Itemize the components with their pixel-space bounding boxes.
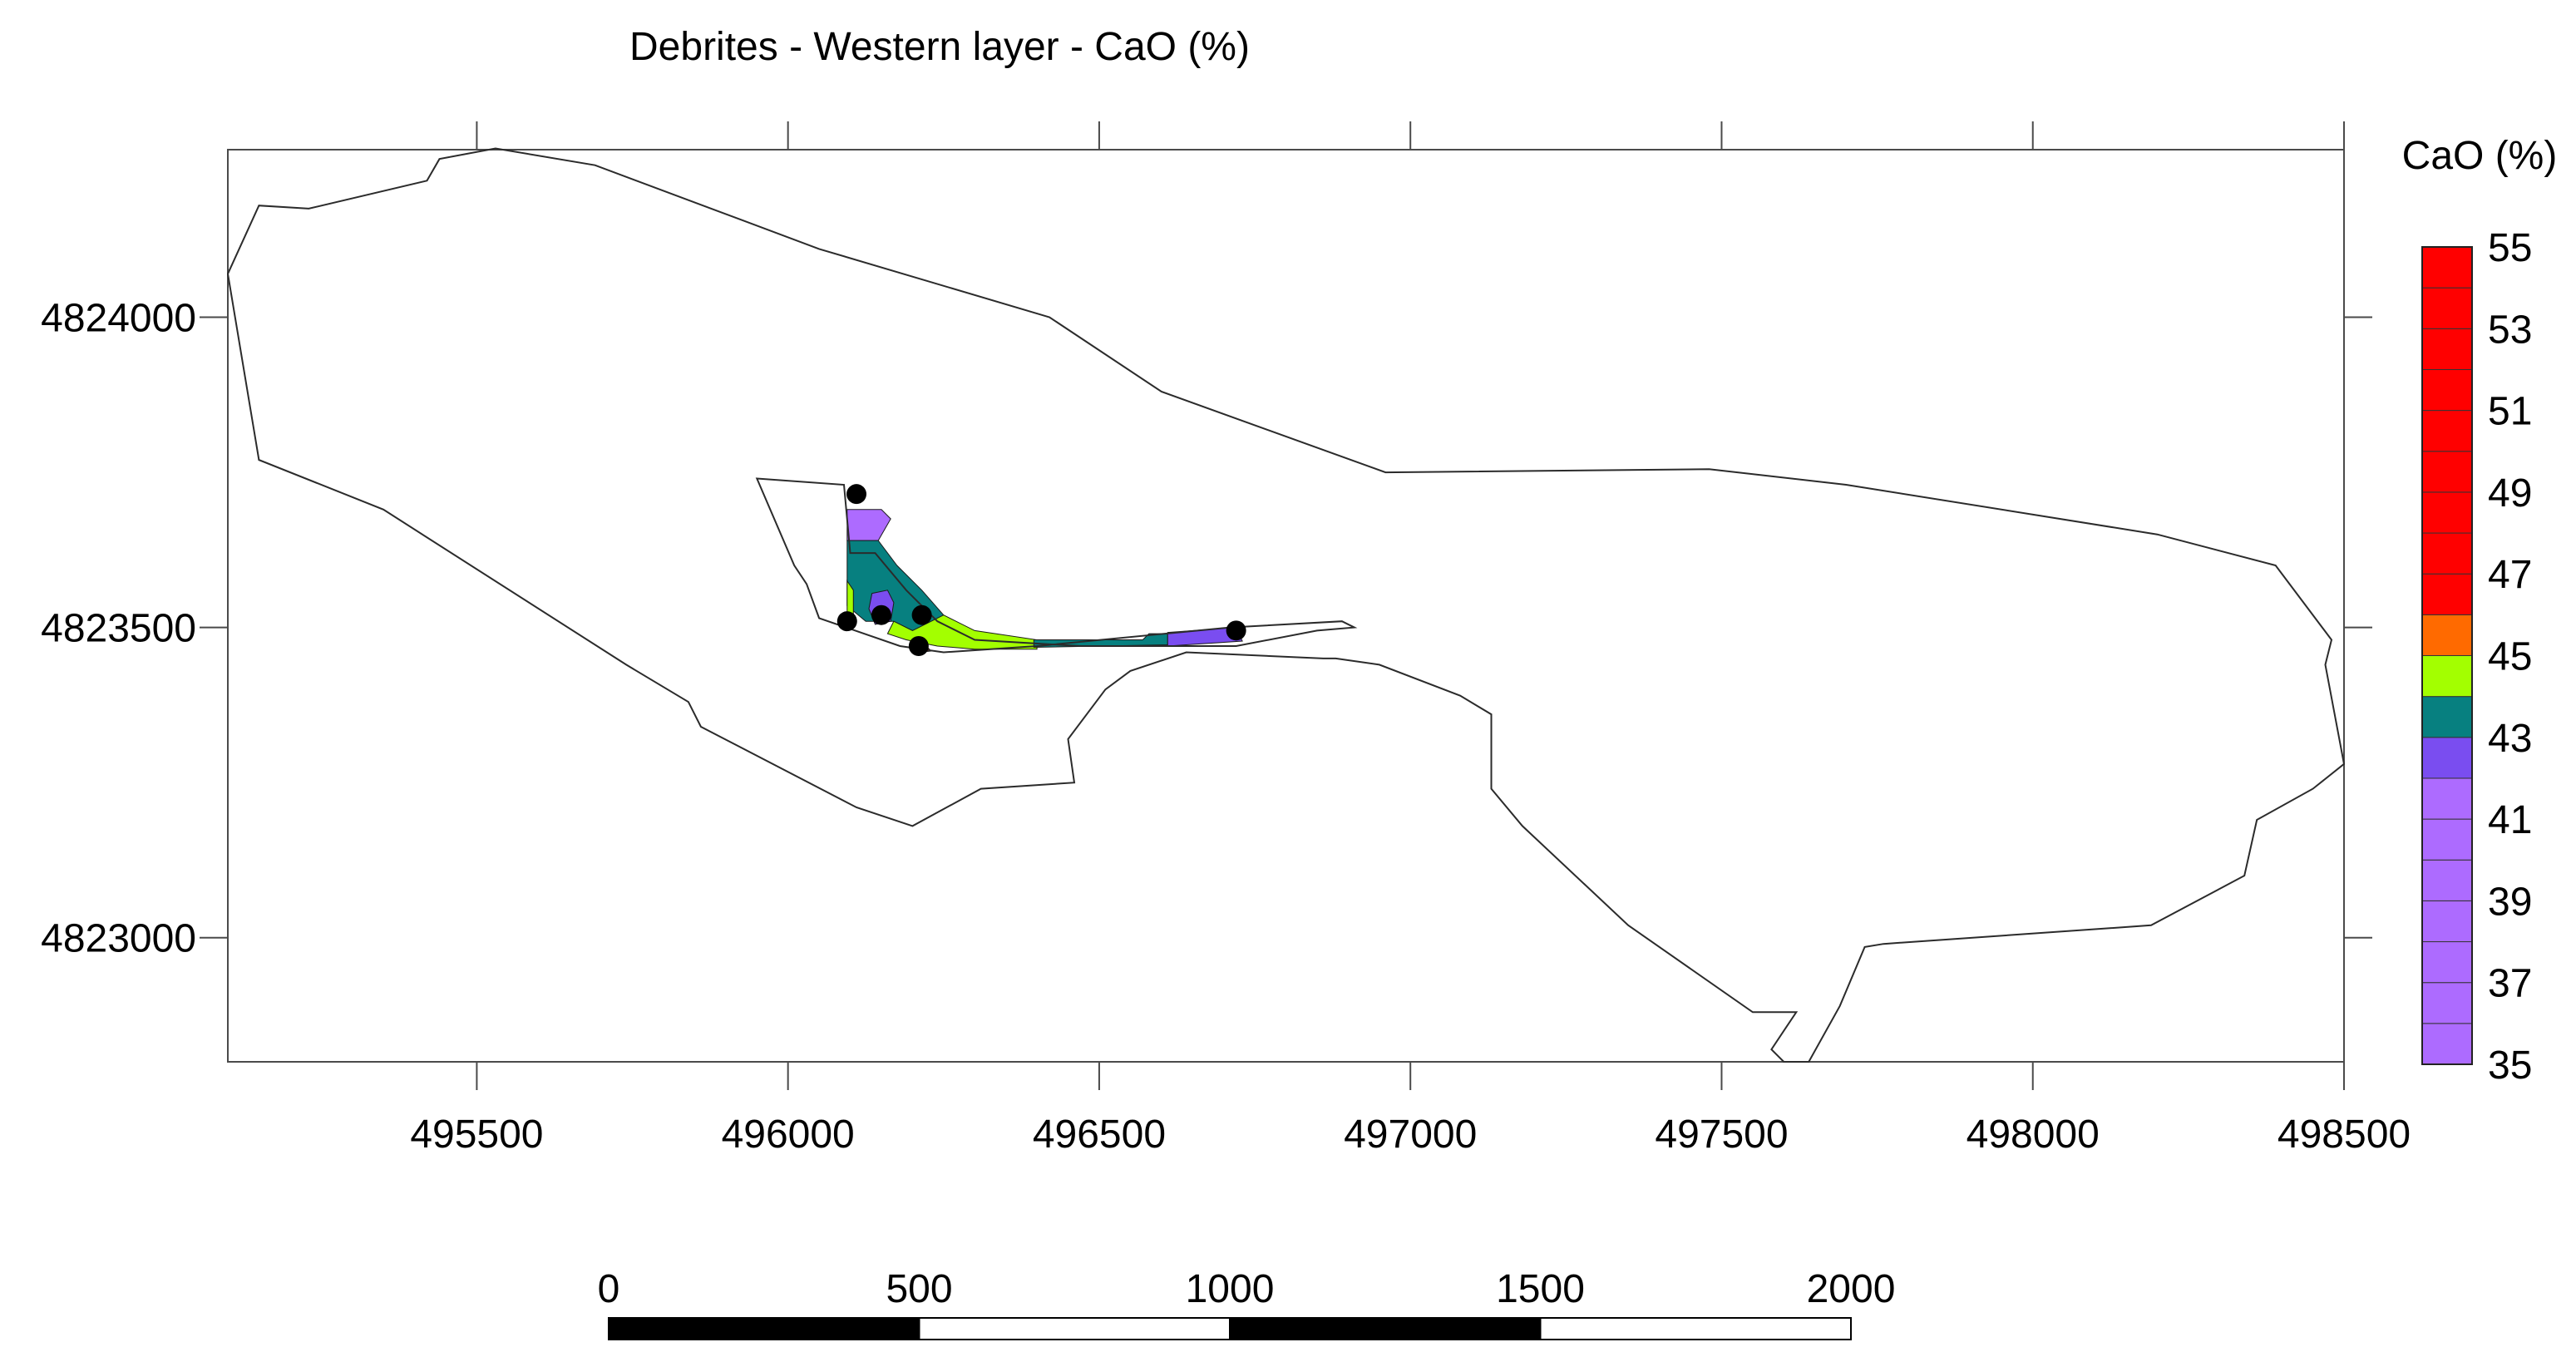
x-ticks-top: [476, 121, 2345, 150]
legend-band: [2421, 777, 2473, 820]
legend-band: [2421, 737, 2473, 779]
legend-band: [2421, 246, 2473, 289]
sample-point: [836, 611, 857, 632]
y-tick-label: 4823000: [41, 917, 196, 961]
x-tick-label: 496500: [1033, 1113, 1166, 1157]
scale-bar-label: 500: [886, 1267, 952, 1311]
sample-point: [911, 604, 932, 625]
interpolation-outline: [755, 477, 1358, 654]
legend-band: [2421, 368, 2473, 412]
boundary-outline: [226, 147, 2346, 1063]
x-tick-label: 496000: [722, 1113, 855, 1157]
sample-point: [871, 604, 891, 625]
legend-colorbar: [2421, 246, 2473, 1065]
scale-bar-label: 2000: [1807, 1267, 1896, 1311]
legend-label: 43: [2488, 717, 2532, 761]
legend-band: [2421, 532, 2473, 575]
legend-label: 35: [2488, 1044, 2532, 1088]
legend-label: 49: [2488, 471, 2532, 516]
legend-labels: 55 53 51 49 47 45 43 41 39 37 35: [2488, 226, 2532, 1088]
scale-bar-segment: [1539, 1317, 1852, 1340]
scale-bar: 0 500 1000 1500 2000: [598, 1267, 1896, 1340]
x-tick-label: 495500: [410, 1113, 543, 1157]
scale-bar-segment: [1229, 1317, 1542, 1340]
x-tick-label: 497500: [1655, 1113, 1788, 1157]
legend-label: 53: [2488, 308, 2532, 352]
legend-label: 39: [2488, 880, 2532, 924]
legend-band: [2421, 818, 2473, 861]
legend-band: [2421, 573, 2473, 615]
x-tick-label: 498500: [2277, 1113, 2411, 1157]
x-tick-label: 498000: [1967, 1113, 2100, 1157]
legend-label: 47: [2488, 553, 2532, 597]
legend-frame: [2421, 246, 2473, 1065]
y-tick-labels: 4823000 4823500 4824000: [41, 296, 196, 960]
legend-label: 45: [2488, 635, 2532, 679]
legend-band: [2421, 451, 2473, 493]
legend-band: [2421, 491, 2473, 534]
legend-band: [2421, 900, 2473, 943]
y-ticks-right: [2344, 316, 2372, 939]
scale-bar-label: 0: [598, 1267, 620, 1311]
sample-points: [836, 484, 1246, 657]
legend-band: [2421, 1023, 2473, 1065]
legend-band: [2421, 410, 2473, 452]
map-frame: [227, 149, 2345, 1063]
legend-band: [2421, 941, 2473, 984]
legend-band: [2421, 655, 2473, 698]
x-tick-labels: 495500 496000 496500 497000 497500 498000 4985…: [410, 1113, 2411, 1157]
map-title: Debrites - Western layer - CaO (%): [629, 25, 1250, 69]
legend-band: [2421, 328, 2473, 370]
legend-label: 37: [2488, 962, 2532, 1006]
contour-regions: [846, 509, 1243, 654]
legend-band: [2421, 859, 2473, 901]
x-ticks-bottom: [476, 1062, 2345, 1090]
scale-bar-segment: [918, 1317, 1231, 1340]
x-tick-label: 497000: [1344, 1113, 1477, 1157]
legend-label: 51: [2488, 390, 2532, 434]
legend-band: [2421, 696, 2473, 738]
y-tick-label: 4824000: [41, 296, 196, 340]
legend-label: 41: [2488, 798, 2532, 842]
scale-bar-label: 1500: [1496, 1267, 1585, 1311]
legend-band: [2421, 287, 2473, 329]
legend-band: [2421, 614, 2473, 656]
y-tick-label: 4823500: [41, 607, 196, 651]
sample-point: [1226, 620, 1246, 641]
legend-band: [2421, 982, 2473, 1024]
scale-bar-label: 1000: [1186, 1267, 1275, 1311]
y-ticks-left: [200, 316, 228, 939]
legend-title: CaO (%): [2402, 134, 2558, 178]
scale-bar-segment: [608, 1317, 920, 1340]
legend-label: 55: [2488, 226, 2532, 270]
contour-region: [846, 509, 891, 541]
sample-point: [908, 636, 929, 657]
sample-point: [846, 484, 867, 505]
